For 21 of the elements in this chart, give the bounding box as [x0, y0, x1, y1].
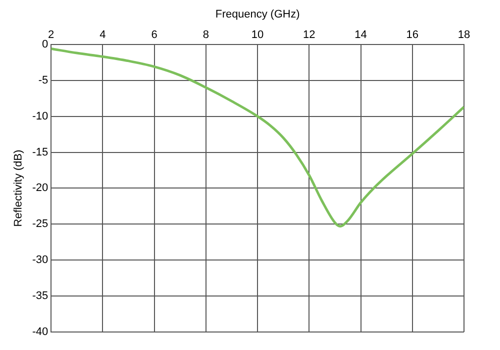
x-tick-label: 18 [458, 28, 470, 41]
y-tick-label: 0 [42, 38, 48, 50]
x-tick-label: 8 [202, 28, 209, 41]
x-tick-label: 6 [151, 28, 158, 41]
y-tick-label: -5 [38, 74, 48, 86]
y-tick-label: -30 [32, 254, 48, 266]
y-tick-label: -20 [32, 182, 48, 194]
x-tick-label: 16 [406, 28, 419, 41]
y-tick-label: -10 [32, 110, 48, 122]
y-tick-label: -35 [32, 290, 48, 302]
y-tick-label: -40 [32, 326, 48, 338]
x-tick-label: 2 [48, 28, 54, 41]
line-series [51, 47, 464, 228]
x-tick-label: 4 [100, 28, 106, 41]
y-tick-label: -15 [32, 146, 48, 158]
x-tick-label: 14 [354, 28, 367, 41]
x-tick-label: 10 [251, 28, 264, 41]
x-axis-title: Frequency (GHz) [215, 8, 300, 21]
x-tick-label: 12 [303, 28, 316, 41]
y-axis-title: Reflectivity (dB) [12, 150, 25, 227]
y-tick-label: -25 [32, 218, 48, 230]
